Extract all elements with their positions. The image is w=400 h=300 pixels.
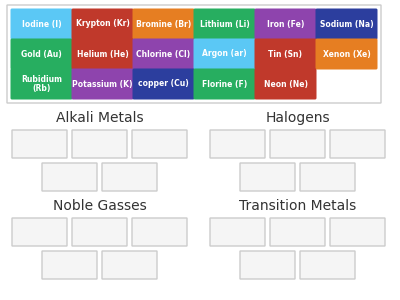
FancyBboxPatch shape: [316, 38, 378, 70]
FancyBboxPatch shape: [254, 68, 316, 100]
Text: copper (Cu): copper (Cu): [138, 80, 189, 88]
FancyBboxPatch shape: [12, 218, 67, 246]
Text: Sodium (Na): Sodium (Na): [320, 20, 373, 28]
Text: Gold (Au): Gold (Au): [21, 50, 62, 58]
FancyBboxPatch shape: [210, 130, 265, 158]
Text: Chlorine (Cl): Chlorine (Cl): [136, 50, 190, 58]
FancyBboxPatch shape: [132, 218, 187, 246]
FancyBboxPatch shape: [102, 251, 157, 279]
FancyBboxPatch shape: [210, 218, 265, 246]
FancyBboxPatch shape: [72, 130, 127, 158]
Text: Rubidium
(Rb): Rubidium (Rb): [21, 75, 62, 93]
FancyBboxPatch shape: [254, 38, 316, 70]
Text: Helium (He): Helium (He): [77, 50, 128, 58]
Text: Neon (Ne): Neon (Ne): [264, 80, 308, 88]
FancyBboxPatch shape: [10, 38, 72, 70]
Text: Tin (Sn): Tin (Sn): [268, 50, 302, 58]
FancyBboxPatch shape: [72, 38, 134, 70]
FancyBboxPatch shape: [240, 251, 295, 279]
Text: Xenon (Xe): Xenon (Xe): [323, 50, 370, 58]
FancyBboxPatch shape: [194, 8, 256, 40]
Text: Lithium (Li): Lithium (Li): [200, 20, 249, 28]
FancyBboxPatch shape: [10, 8, 72, 40]
FancyBboxPatch shape: [42, 251, 97, 279]
FancyBboxPatch shape: [132, 130, 187, 158]
FancyBboxPatch shape: [72, 68, 134, 100]
Text: Alkali Metals: Alkali Metals: [56, 111, 143, 125]
Text: Bromine (Br): Bromine (Br): [136, 20, 191, 28]
Text: Potassium (K): Potassium (K): [72, 80, 133, 88]
FancyBboxPatch shape: [300, 251, 355, 279]
FancyBboxPatch shape: [72, 218, 127, 246]
FancyBboxPatch shape: [240, 163, 295, 191]
FancyBboxPatch shape: [194, 38, 256, 70]
FancyBboxPatch shape: [300, 163, 355, 191]
FancyBboxPatch shape: [330, 130, 385, 158]
FancyBboxPatch shape: [10, 68, 72, 100]
Text: Krypton (Kr): Krypton (Kr): [76, 20, 130, 28]
FancyBboxPatch shape: [72, 8, 134, 40]
Text: Iron (Fe): Iron (Fe): [267, 20, 304, 28]
FancyBboxPatch shape: [270, 130, 325, 158]
FancyBboxPatch shape: [132, 8, 194, 40]
FancyBboxPatch shape: [254, 8, 316, 40]
FancyBboxPatch shape: [42, 163, 97, 191]
Text: Transition Metals: Transition Metals: [239, 199, 356, 213]
Text: Noble Gasses: Noble Gasses: [53, 199, 146, 213]
FancyBboxPatch shape: [12, 130, 67, 158]
Text: Florine (F): Florine (F): [202, 80, 247, 88]
Text: Halogens: Halogens: [265, 111, 330, 125]
FancyBboxPatch shape: [194, 68, 256, 100]
Text: Iodine (I): Iodine (I): [22, 20, 61, 28]
FancyBboxPatch shape: [132, 38, 194, 70]
FancyBboxPatch shape: [102, 163, 157, 191]
Text: Argon (ar): Argon (ar): [202, 50, 247, 58]
FancyBboxPatch shape: [316, 8, 378, 40]
FancyBboxPatch shape: [330, 218, 385, 246]
FancyBboxPatch shape: [270, 218, 325, 246]
FancyBboxPatch shape: [132, 68, 194, 100]
